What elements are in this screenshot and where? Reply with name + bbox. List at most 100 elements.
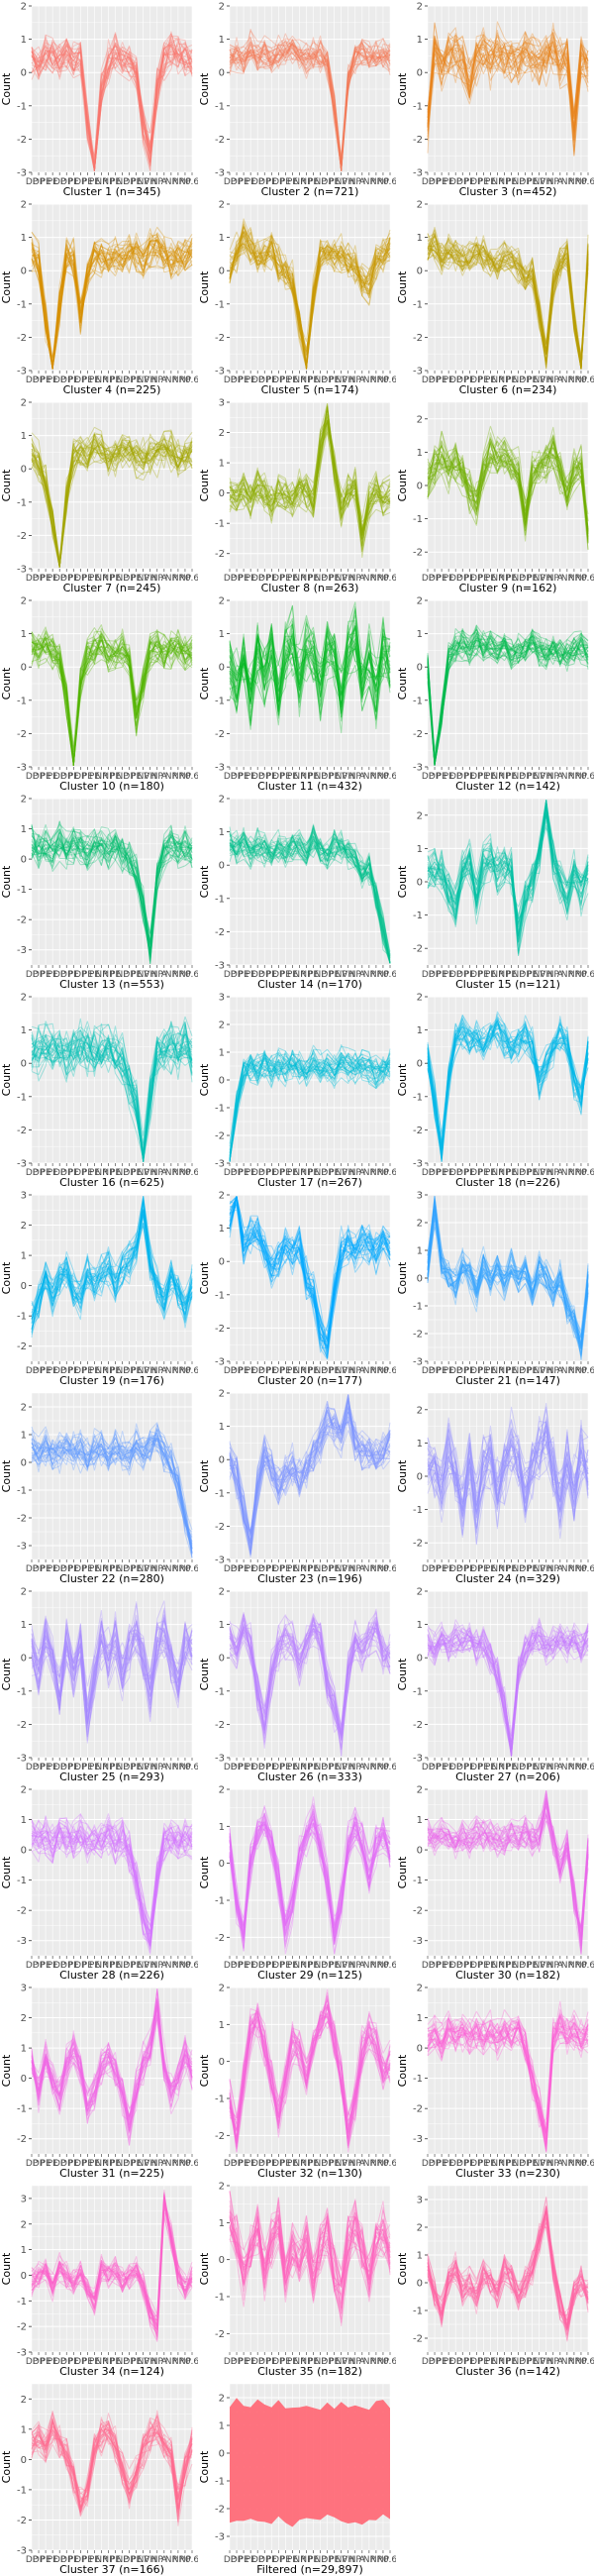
x-tick-label: PE — [89, 772, 100, 782]
series-line — [427, 1022, 589, 1149]
series-line — [427, 1215, 589, 1342]
x-tick-label: PE — [287, 2357, 298, 2367]
x-tick-label: DP — [33, 772, 46, 782]
series-line — [31, 833, 193, 942]
series-line — [31, 1821, 193, 1943]
x-tick-label: NP — [512, 1168, 525, 1178]
y-tick-label: -3 — [17, 1542, 27, 1553]
series-line — [31, 633, 193, 766]
series-line — [31, 2211, 193, 2340]
x-tick-label: NP — [336, 772, 348, 782]
panel-caption: Cluster 18 (n=226) — [455, 1176, 560, 1189]
x-tick-label: NP — [349, 1366, 362, 1376]
series-line — [31, 1023, 193, 1162]
y-tick-label: 0 — [417, 1274, 423, 1285]
x-tick-label: PE — [329, 1961, 340, 1971]
x-tick-label: NP — [336, 2357, 348, 2367]
y-tick-label: 2 — [219, 1020, 225, 1031]
series-line — [31, 41, 193, 164]
series-line — [31, 823, 193, 964]
series-line — [229, 1817, 391, 1955]
x-tick-label: PE — [485, 1763, 496, 1772]
x-tick-label: PE — [308, 177, 319, 187]
x-tick-label: 0.6 — [581, 1366, 594, 1376]
x-tick-label: PE — [329, 2159, 340, 2169]
series-line — [427, 640, 589, 766]
series-line — [427, 1195, 589, 1350]
y-axis-label: Count — [396, 667, 409, 699]
x-tick-label: A — [359, 1961, 366, 1971]
x-tick-label: NP — [568, 1961, 581, 1971]
series-line — [427, 1215, 589, 1346]
x-tick-label: PE — [287, 970, 298, 980]
x-tick-label: A — [161, 1168, 168, 1178]
y-tick-label: -1 — [215, 2094, 225, 2105]
series-line — [427, 1205, 589, 1345]
x-tick-label: NP — [363, 2555, 376, 2565]
y-tick-label: 1 — [21, 824, 27, 835]
series-line — [229, 2009, 391, 2149]
series-line — [31, 47, 193, 171]
panel-caption: Cluster 23 (n=196) — [257, 1572, 362, 1585]
y-tick-label: 0 — [219, 1654, 225, 1664]
series-line — [427, 1428, 589, 1529]
series-line — [229, 46, 391, 164]
series-line — [427, 1020, 589, 1148]
x-tick-label: DP — [422, 1961, 435, 1971]
x-tick-label: DP — [224, 177, 237, 187]
series-line — [31, 1439, 193, 1550]
x-tick-label: DP — [60, 1168, 73, 1178]
x-tick-label: DP — [123, 772, 136, 782]
x-tick-label: DP — [231, 2555, 244, 2565]
series-line — [427, 1806, 589, 1928]
series-line — [31, 2421, 193, 2503]
y-tick-label: -3 — [413, 1159, 423, 1170]
x-tick-label: VH — [144, 970, 156, 980]
x-tick-label: PE — [437, 376, 447, 385]
x-tick-label: NP — [151, 1366, 164, 1376]
x-tick-label: PE — [329, 376, 340, 385]
series-line — [229, 623, 391, 703]
series-band — [230, 2398, 390, 2527]
x-tick-label: PE — [239, 2555, 249, 2565]
series-line — [31, 628, 193, 750]
x-tick-label: PE — [464, 1168, 475, 1178]
series-line — [31, 2415, 193, 2515]
plot-background — [230, 402, 390, 569]
series-line — [427, 628, 589, 760]
series-line — [31, 232, 193, 368]
series-line — [427, 2215, 589, 2327]
x-tick-label: PE — [485, 1564, 496, 1574]
x-tick-label: PE — [48, 1168, 58, 1178]
series-line — [229, 1052, 391, 1161]
series-line — [229, 403, 391, 531]
x-tick-label: NP — [336, 2159, 348, 2169]
y-tick-label: 1 — [219, 1620, 225, 1631]
panel-caption: Cluster 8 (n=263) — [261, 582, 359, 594]
series-line — [427, 1014, 589, 1159]
x-tick-label: NP — [172, 2357, 185, 2367]
series-line — [427, 1795, 589, 1930]
x-tick-label: VH — [144, 177, 156, 187]
series-line — [427, 441, 589, 543]
y-tick-label: 0 — [417, 1472, 423, 1483]
y-axis-label: Count — [0, 72, 13, 105]
x-tick-label: NP — [534, 2159, 546, 2169]
series-line — [31, 1437, 193, 1549]
series-lines — [229, 1988, 391, 2153]
x-tick-label: PE — [131, 1564, 142, 1574]
x-tick-label: PE — [287, 1564, 298, 1574]
series-line — [229, 830, 391, 957]
x-tick-label: PE — [506, 970, 517, 980]
y-tick-label: -2 — [413, 729, 423, 740]
x-tick-label: PE — [89, 970, 100, 980]
series-line — [427, 42, 589, 119]
x-tick-label: DP — [258, 2357, 271, 2367]
x-tick-label: DP — [449, 2357, 462, 2367]
series-line — [229, 1613, 391, 1731]
x-tick-label: PE — [131, 1366, 142, 1376]
y-tick-label: 3 — [417, 1191, 423, 1202]
series-line — [31, 1830, 193, 1947]
x-tick-label: DP — [272, 2159, 285, 2169]
x-tick-label: NP — [165, 2159, 178, 2169]
